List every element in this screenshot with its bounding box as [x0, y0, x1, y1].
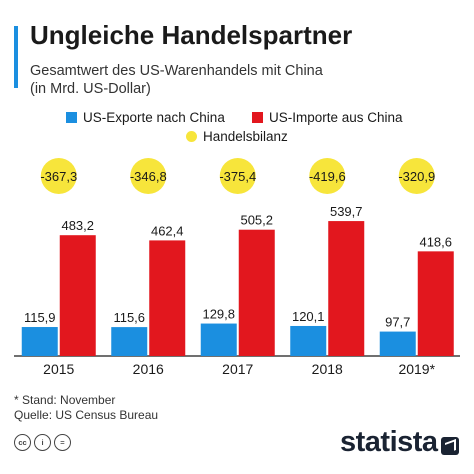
legend-item-exports: US-Exporte nach China [66, 110, 225, 125]
subtitle-line-2: (in Mrd. US-Dollar) [30, 81, 151, 97]
cc-icon[interactable]: cc [14, 434, 31, 451]
license-icons: cc i = [14, 434, 71, 451]
legend-label-imports: US-Importe aus China [269, 110, 403, 125]
brand-name: statista [340, 426, 438, 458]
equals-icon[interactable]: = [54, 434, 71, 451]
data-label-imports-4: 418,6 [419, 234, 452, 249]
x-tick-label-0: 2015 [43, 361, 74, 377]
data-label-imports-0: 483,2 [61, 218, 94, 233]
balance-label-0: -367,3 [40, 169, 77, 184]
bar-imports-0[interactable] [59, 235, 96, 356]
legend-label-exports: US-Exporte nach China [83, 110, 225, 125]
balance-label-1: -346,8 [130, 169, 167, 184]
balance-label-4: -320,9 [398, 169, 435, 184]
data-label-exports-2: 129,8 [202, 307, 235, 322]
balance-label-2: -375,4 [219, 169, 256, 184]
data-label-exports-4: 97,7 [385, 315, 410, 330]
data-label-exports-3: 120,1 [292, 309, 325, 324]
bar-exports-1[interactable] [111, 327, 148, 356]
data-label-imports-1: 462,4 [151, 223, 184, 238]
balance-marker-3[interactable] [309, 158, 346, 194]
legend-item-imports: US-Importe aus China [252, 110, 403, 125]
source-note: Quelle: US Census Bureau [14, 408, 159, 422]
accent-bar [14, 26, 18, 88]
brand-mark-icon [440, 436, 459, 455]
subtitle-line-1: Gesamtwert des US-Warenhandels mit China [30, 63, 323, 79]
data-label-imports-3: 539,7 [330, 204, 363, 219]
bar-exports-0[interactable] [21, 327, 58, 356]
chart-title: Ungleiche Handelspartner [30, 20, 353, 50]
person-icon[interactable]: i [34, 434, 51, 451]
data-label-exports-0: 115,9 [24, 310, 56, 325]
legend-swatch-balance [186, 131, 197, 142]
footer-notes: * Stand: November Quelle: US Census Bure… [14, 393, 158, 423]
x-tick-label-1: 2016 [133, 361, 164, 377]
legend-item-balance: Handelsbilanz [186, 129, 288, 144]
bar-imports-3[interactable] [328, 221, 365, 356]
footnote: * Stand: November [14, 393, 116, 407]
balance-marker-0[interactable] [40, 158, 77, 194]
legend-swatch-exports [66, 112, 77, 123]
bar-exports-4[interactable] [379, 331, 416, 356]
bar-imports-1[interactable] [149, 240, 186, 356]
legend-swatch-imports [252, 112, 263, 123]
balance-marker-1[interactable] [130, 158, 167, 194]
balance-label-3: -419,6 [309, 169, 346, 184]
x-tick-label-2: 2017 [222, 361, 253, 377]
bar-chart: 115,9 483,2 -367,3 2015 115,6 462,4 -346,8 2016… [14, 158, 460, 377]
data-label-exports-1: 115,6 [113, 310, 145, 325]
data-label-imports-2: 505,2 [240, 213, 273, 228]
x-tick-label-3: 2018 [312, 361, 343, 377]
balance-marker-4[interactable] [398, 158, 435, 194]
legend-label-balance: Handelsbilanz [203, 129, 288, 144]
bar-imports-2[interactable] [238, 229, 275, 356]
statista-logo[interactable]: statista [340, 426, 459, 459]
chart-subtitle: Gesamtwert des US-Warenhandels mit China… [30, 62, 323, 98]
x-tick-label-4: 2019* [398, 361, 435, 377]
bar-exports-2[interactable] [200, 323, 237, 356]
balance-marker-2[interactable] [219, 158, 256, 194]
bar-imports-4[interactable] [417, 251, 454, 356]
bar-exports-3[interactable] [290, 325, 327, 356]
